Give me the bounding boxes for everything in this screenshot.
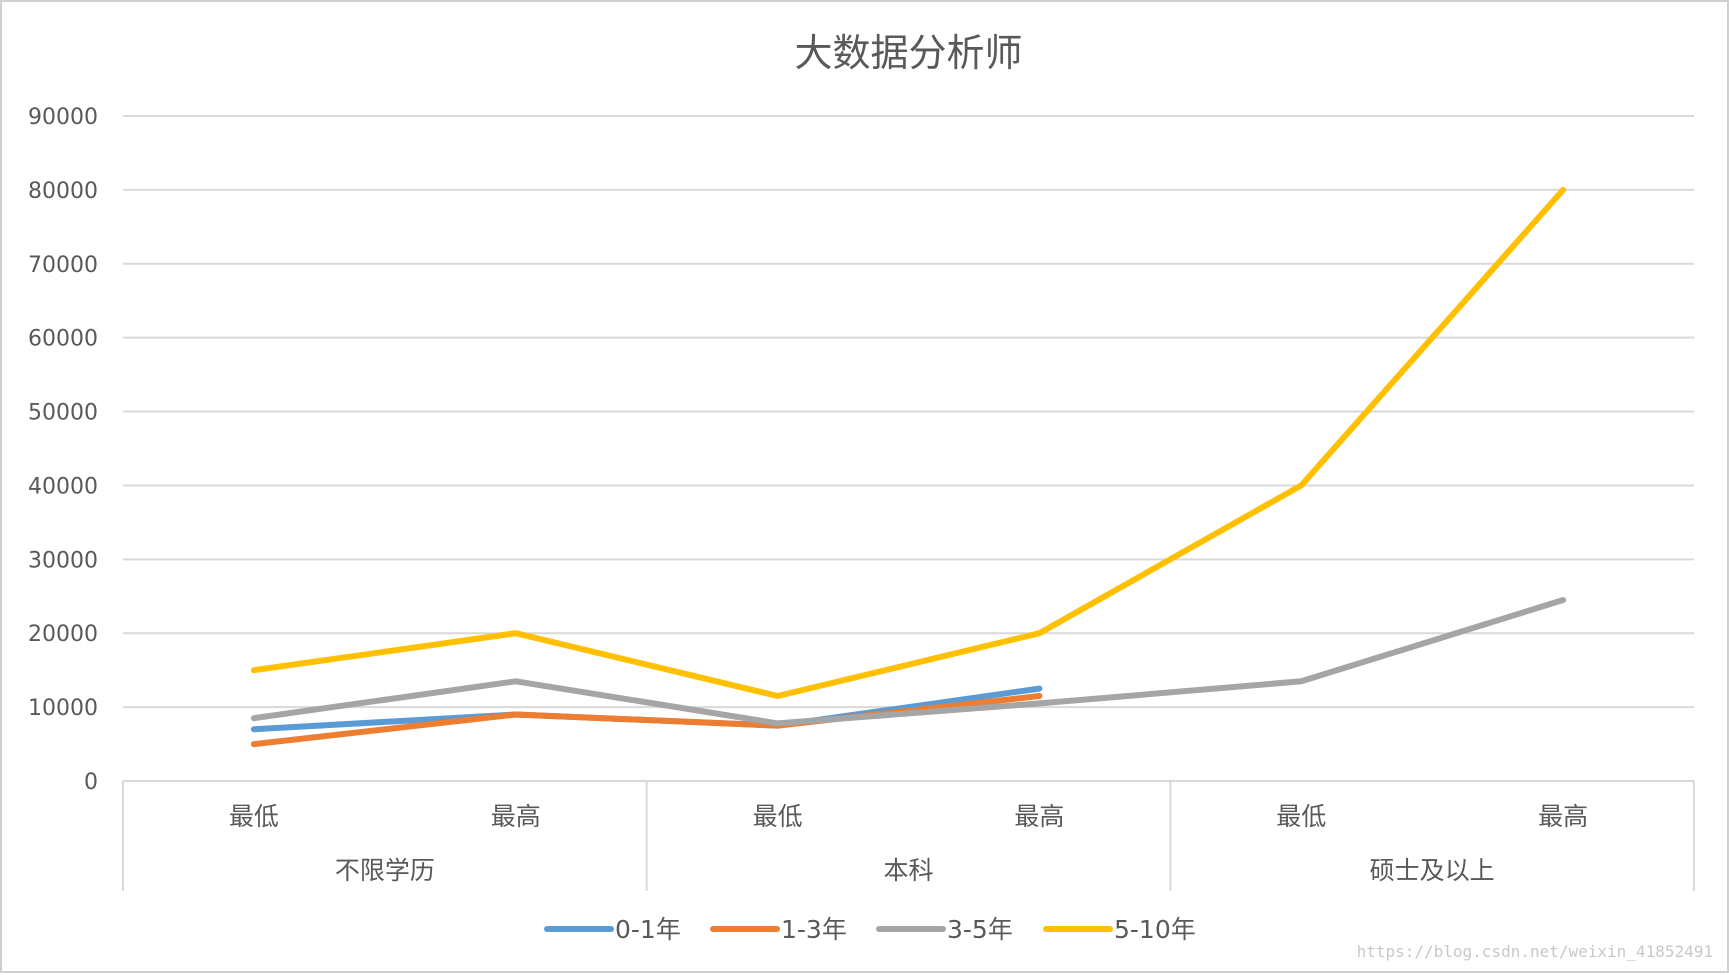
watermark: https://blog.csdn.net/weixin_41852491 bbox=[1356, 942, 1713, 961]
legend-label: 5-10年 bbox=[1114, 915, 1196, 944]
x-group-label: 本科 bbox=[883, 856, 933, 885]
y-tick-label: 20000 bbox=[28, 622, 98, 647]
y-tick-label: 50000 bbox=[28, 401, 98, 426]
legend: 0-1年 1-3年 3-5年 5-10年 bbox=[544, 915, 1196, 944]
y-tick-label: 90000 bbox=[28, 105, 98, 130]
chart-title: 大数据分析师 bbox=[794, 31, 1022, 75]
x-tick-label: 最高 bbox=[1538, 802, 1588, 831]
y-tick-label: 10000 bbox=[28, 696, 98, 721]
legend-label: 1-3年 bbox=[781, 915, 847, 944]
y-tick-label: 30000 bbox=[28, 548, 98, 573]
x-group-label: 不限学历 bbox=[335, 856, 435, 885]
legend-label: 0-1年 bbox=[615, 915, 681, 944]
legend-label: 3-5年 bbox=[947, 915, 1013, 944]
y-tick-label: 60000 bbox=[28, 327, 98, 352]
x-tick-label: 最高 bbox=[1014, 802, 1064, 831]
y-tick-label: 70000 bbox=[28, 253, 98, 278]
x-tick-label: 最低 bbox=[229, 802, 279, 831]
series-line-3 bbox=[250, 597, 1567, 727]
y-tick-label: 40000 bbox=[28, 474, 98, 499]
y-tick-label: 80000 bbox=[28, 179, 98, 204]
series-line-4 bbox=[250, 186, 1567, 699]
series-lines bbox=[250, 186, 1567, 748]
y-tick-label: 0 bbox=[84, 770, 98, 795]
x-group-label: 硕士及以上 bbox=[1370, 856, 1495, 885]
y-axis: 0 10000 20000 30000 40000 50000 60000 70000 8000… bbox=[28, 105, 98, 795]
x-tick-label: 最高 bbox=[491, 802, 541, 831]
gridlines bbox=[123, 115, 1694, 709]
x-tick-label: 最低 bbox=[753, 802, 803, 831]
x-tick-label: 最低 bbox=[1276, 802, 1326, 831]
